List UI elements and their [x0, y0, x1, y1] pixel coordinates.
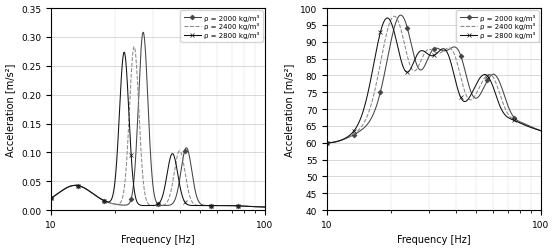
- ρ = 2400 kg/m³: [335, 140, 341, 143]
- ρ = 2800 kg/m³: [216, 204, 223, 207]
- Line: ρ = 2400 kg/m³: ρ = 2400 kg/m³: [51, 48, 265, 207]
- ρ = 2000 kg/m³: [216, 204, 223, 207]
- ρ = 2800 kg/m³: [335, 140, 341, 143]
- ρ = 2000 kg/m³: [152, 197, 158, 200]
- Line: ρ = 2000 kg/m³: ρ = 2000 kg/m³: [325, 14, 543, 145]
- Line: ρ = 2400 kg/m³: ρ = 2400 kg/m³: [327, 17, 541, 143]
- ρ = 2000 kg/m³: [428, 52, 435, 54]
- ρ = 2000 kg/m³: [48, 197, 54, 200]
- Legend: ρ = 2000 kg/m³, ρ = 2400 kg/m³, ρ = 2800 kg/m³: ρ = 2000 kg/m³, ρ = 2400 kg/m³, ρ = 2800…: [180, 11, 263, 42]
- ρ = 2000 kg/m³: [255, 206, 262, 208]
- Y-axis label: Acceleration [m/s²]: Acceleration [m/s²]: [6, 63, 16, 156]
- ρ = 2000 kg/m³: [422, 64, 429, 66]
- ρ = 2000 kg/m³: [531, 127, 538, 130]
- Line: ρ = 2800 kg/m³: ρ = 2800 kg/m³: [49, 51, 266, 209]
- ρ = 2800 kg/m³: [531, 128, 538, 131]
- ρ = 2400 kg/m³: [255, 206, 262, 208]
- ρ = 2000 kg/m³: [140, 32, 147, 35]
- ρ = 2800 kg/m³: [255, 206, 262, 208]
- X-axis label: Frequency [Hz]: Frequency [Hz]: [121, 234, 195, 244]
- Legend: ρ = 2000 kg/m³, ρ = 2400 kg/m³, ρ = 2800 kg/m³: ρ = 2000 kg/m³, ρ = 2400 kg/m³, ρ = 2800…: [456, 11, 539, 42]
- ρ = 2000 kg/m³: [146, 131, 153, 134]
- ρ = 2800 kg/m³: [121, 52, 128, 54]
- ρ = 2800 kg/m³: [428, 55, 435, 58]
- ρ = 2800 kg/m³: [384, 18, 391, 20]
- X-axis label: Frequency [Hz]: Frequency [Hz]: [397, 234, 471, 244]
- ρ = 2400 kg/m³: [58, 190, 65, 192]
- ρ = 2800 kg/m³: [531, 128, 538, 131]
- ρ = 2800 kg/m³: [492, 93, 499, 96]
- ρ = 2800 kg/m³: [537, 130, 544, 133]
- ρ = 2800 kg/m³: [48, 197, 54, 200]
- ρ = 2000 kg/m³: [324, 142, 330, 145]
- ρ = 2400 kg/m³: [537, 130, 544, 133]
- ρ = 2400 kg/m³: [428, 49, 435, 52]
- ρ = 2000 kg/m³: [397, 14, 404, 18]
- ρ = 2400 kg/m³: [146, 203, 153, 206]
- Line: ρ = 2000 kg/m³: ρ = 2000 kg/m³: [49, 32, 266, 209]
- ρ = 2800 kg/m³: [422, 52, 429, 54]
- ρ = 2400 kg/m³: [492, 81, 499, 84]
- ρ = 2000 kg/m³: [492, 74, 499, 78]
- ρ = 2400 kg/m³: [255, 206, 262, 208]
- ρ = 2000 kg/m³: [255, 206, 262, 208]
- ρ = 2800 kg/m³: [146, 204, 153, 207]
- ρ = 2400 kg/m³: [261, 206, 268, 209]
- ρ = 2400 kg/m³: [131, 46, 138, 49]
- ρ = 2400 kg/m³: [324, 142, 330, 145]
- ρ = 2000 kg/m³: [531, 127, 538, 130]
- ρ = 2000 kg/m³: [335, 140, 341, 143]
- ρ = 2400 kg/m³: [152, 204, 158, 207]
- ρ = 2400 kg/m³: [422, 51, 429, 54]
- Y-axis label: Acceleration [m/s²]: Acceleration [m/s²]: [285, 63, 295, 156]
- ρ = 2800 kg/m³: [261, 206, 268, 209]
- ρ = 2000 kg/m³: [58, 190, 65, 192]
- ρ = 2800 kg/m³: [324, 142, 330, 145]
- ρ = 2400 kg/m³: [531, 128, 538, 131]
- ρ = 2400 kg/m³: [391, 16, 397, 19]
- ρ = 2400 kg/m³: [531, 128, 538, 130]
- ρ = 2000 kg/m³: [537, 130, 544, 132]
- ρ = 2800 kg/m³: [58, 190, 65, 192]
- Line: ρ = 2800 kg/m³: ρ = 2800 kg/m³: [325, 17, 543, 145]
- ρ = 2000 kg/m³: [261, 206, 268, 209]
- ρ = 2400 kg/m³: [48, 197, 54, 200]
- ρ = 2800 kg/m³: [152, 204, 158, 207]
- ρ = 2800 kg/m³: [255, 206, 262, 208]
- ρ = 2400 kg/m³: [216, 204, 223, 207]
